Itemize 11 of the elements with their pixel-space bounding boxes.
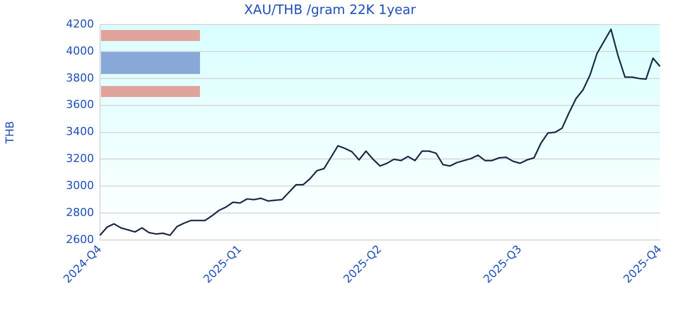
- y-tick-label: 2800: [66, 206, 94, 219]
- y-tick-label: 3600: [66, 98, 94, 112]
- y-tick-label: 4000: [66, 44, 94, 58]
- y-tick-label: 4200: [66, 17, 94, 30]
- y-tick-label: 3800: [66, 71, 94, 84]
- y-tick-label: 2600: [66, 232, 94, 246]
- y-axis-title: THB: [3, 121, 16, 145]
- y-tick-label: 3000: [66, 179, 94, 192]
- y-tick-label: 3400: [66, 125, 94, 138]
- chart-title: XAU/THB /gram 22K 1year: [244, 3, 416, 18]
- y-tick-label: 3200: [66, 152, 94, 166]
